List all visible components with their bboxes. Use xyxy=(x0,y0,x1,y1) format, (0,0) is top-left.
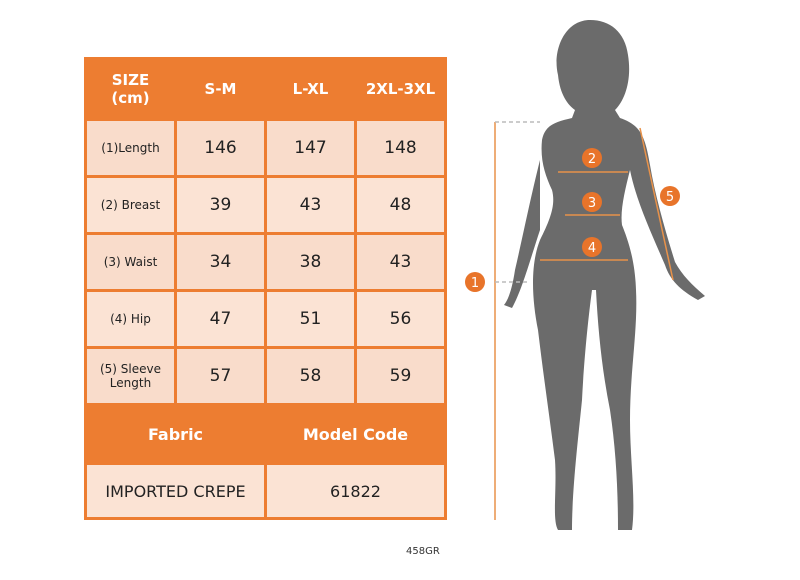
image-code: 458GR xyxy=(406,546,440,557)
header-2xl-3xl: 2XL-3XL xyxy=(354,57,447,121)
model-code-label: Model Code xyxy=(264,403,447,465)
cell-value: 58 xyxy=(264,346,357,406)
header-size: SIZE (cm) xyxy=(84,57,177,121)
fabric-value-row: IMPORTED CREPE 61822 xyxy=(84,462,447,520)
header-s-m: S-M xyxy=(174,57,267,121)
table-row: (3) Waist 34 38 43 xyxy=(84,232,447,292)
cell-value: 43 xyxy=(354,232,447,292)
marker-4-icon xyxy=(582,237,602,257)
marker-5-label: 5 xyxy=(666,190,674,205)
header-l-xl: L-XL xyxy=(264,57,357,121)
cell-value: 48 xyxy=(354,175,447,235)
cell-value: 146 xyxy=(174,118,267,178)
row-label: (1)Length xyxy=(84,118,177,178)
fabric-label: Fabric xyxy=(84,403,267,465)
cell-value: 57 xyxy=(174,346,267,406)
row-label: (5) Sleeve Length xyxy=(84,346,177,406)
table-row: (1)Length 146 147 148 xyxy=(84,118,447,178)
table-row: (5) Sleeve Length 57 58 59 xyxy=(84,346,447,406)
marker-1-icon xyxy=(465,272,485,292)
cell-value: 147 xyxy=(264,118,357,178)
table-row: (2) Breast 39 43 48 xyxy=(84,175,447,235)
row-label: (3) Waist xyxy=(84,232,177,292)
row-label: (2) Breast xyxy=(84,175,177,235)
cell-value: 47 xyxy=(174,289,267,349)
cell-value: 56 xyxy=(354,289,447,349)
marker-2-icon xyxy=(582,148,602,168)
row-label: (4) Hip xyxy=(84,289,177,349)
cell-value: 34 xyxy=(174,232,267,292)
cell-value: 43 xyxy=(264,175,357,235)
cell-value: 38 xyxy=(264,232,357,292)
cell-value: 51 xyxy=(264,289,357,349)
cell-value: 148 xyxy=(354,118,447,178)
cell-value: 59 xyxy=(354,346,447,406)
cell-value: 39 xyxy=(174,175,267,235)
fabric-value: IMPORTED CREPE xyxy=(84,462,267,520)
marker-1-label: 1 xyxy=(471,276,479,291)
body-silhouette-figure: 1 2 3 4 5 xyxy=(465,20,705,530)
fabric-header-row: Fabric Model Code xyxy=(84,403,447,465)
marker-3-label: 3 xyxy=(588,196,596,211)
silhouette xyxy=(504,20,705,530)
marker-4-label: 4 xyxy=(588,241,596,256)
marker-5-icon xyxy=(660,186,680,206)
model-code-value: 61822 xyxy=(264,462,447,520)
size-table: SIZE (cm) S-M L-XL 2XL-3XL (1)Length 146 1… xyxy=(84,57,447,520)
marker-3-icon xyxy=(582,192,602,212)
table-header: SIZE (cm) S-M L-XL 2XL-3XL xyxy=(84,57,447,121)
table-row: (4) Hip 47 51 56 xyxy=(84,289,447,349)
marker-2-label: 2 xyxy=(588,152,596,167)
